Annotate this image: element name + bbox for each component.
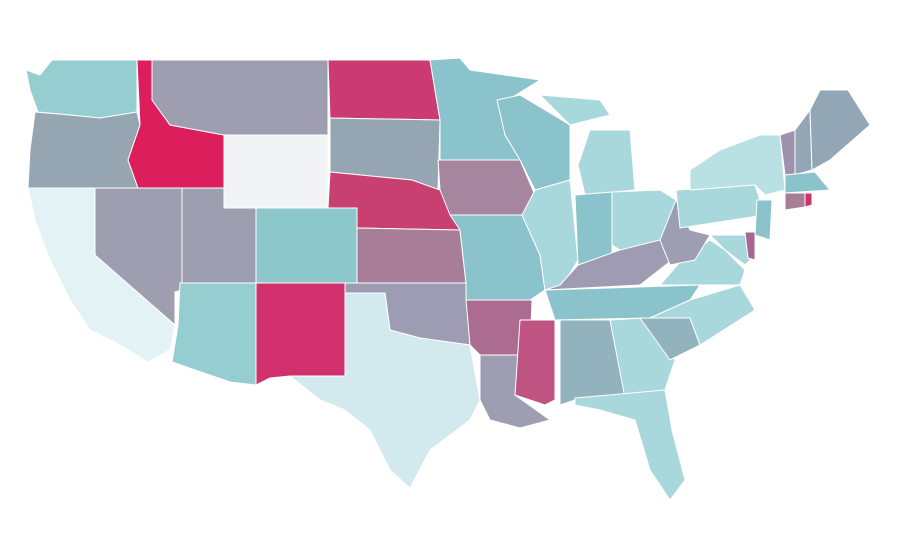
state (574, 191, 613, 266)
state (649, 284, 756, 346)
state (689, 134, 786, 196)
state (744, 231, 756, 261)
state (255, 282, 346, 386)
state (754, 199, 773, 241)
state (223, 134, 329, 209)
state (25, 59, 138, 119)
state (794, 109, 813, 176)
state (255, 207, 358, 284)
state (437, 159, 536, 216)
state (574, 389, 686, 501)
state (514, 319, 556, 406)
state (675, 184, 766, 229)
state (356, 227, 467, 284)
state (539, 94, 611, 126)
state (27, 111, 141, 189)
state (784, 192, 806, 211)
state (809, 89, 871, 171)
state (804, 192, 813, 208)
state (784, 171, 831, 194)
state (544, 239, 673, 291)
state (709, 234, 756, 266)
state (289, 292, 481, 489)
state (151, 59, 329, 136)
state (171, 282, 257, 386)
state (577, 129, 636, 196)
state (327, 59, 441, 121)
